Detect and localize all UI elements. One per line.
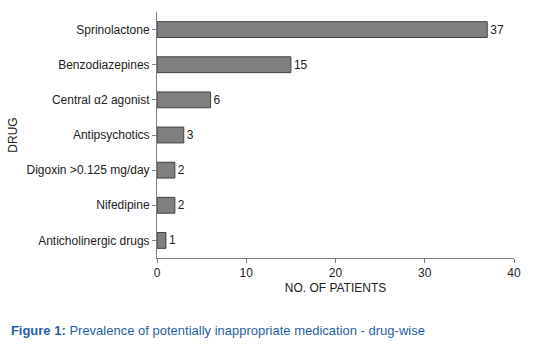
svg-text:Antipsychotics: Antipsychotics <box>73 128 150 142</box>
svg-text:10: 10 <box>240 266 254 280</box>
svg-text:Figure 1: Prevalence of potent: Figure 1: Prevalence of potentially inap… <box>11 323 425 338</box>
svg-text:1: 1 <box>169 233 176 247</box>
svg-text:2: 2 <box>178 198 185 212</box>
svg-text:Anticholinergic drugs: Anticholinergic drugs <box>38 234 149 248</box>
svg-text:DRUG: DRUG <box>6 117 20 152</box>
svg-text:15: 15 <box>294 58 308 72</box>
svg-text:Nifedipine: Nifedipine <box>96 198 150 212</box>
svg-text:Benzodiazepines: Benzodiazepines <box>58 58 149 72</box>
svg-text:Digoxin >0.125 mg/day: Digoxin >0.125 mg/day <box>27 163 150 177</box>
svg-text:NO. OF PATIENTS: NO. OF PATIENTS <box>285 281 387 295</box>
svg-text:30: 30 <box>418 266 432 280</box>
svg-text:20: 20 <box>329 266 343 280</box>
svg-text:3: 3 <box>187 128 194 142</box>
svg-text:Sprinolactone: Sprinolactone <box>76 23 150 37</box>
svg-text:40: 40 <box>507 266 521 280</box>
svg-text:0: 0 <box>154 266 161 280</box>
svg-text:2: 2 <box>178 163 185 177</box>
svg-text:37: 37 <box>490 23 504 37</box>
svg-text:Central α2 agonist: Central α2 agonist <box>52 93 150 107</box>
svg-text:6: 6 <box>214 93 221 107</box>
